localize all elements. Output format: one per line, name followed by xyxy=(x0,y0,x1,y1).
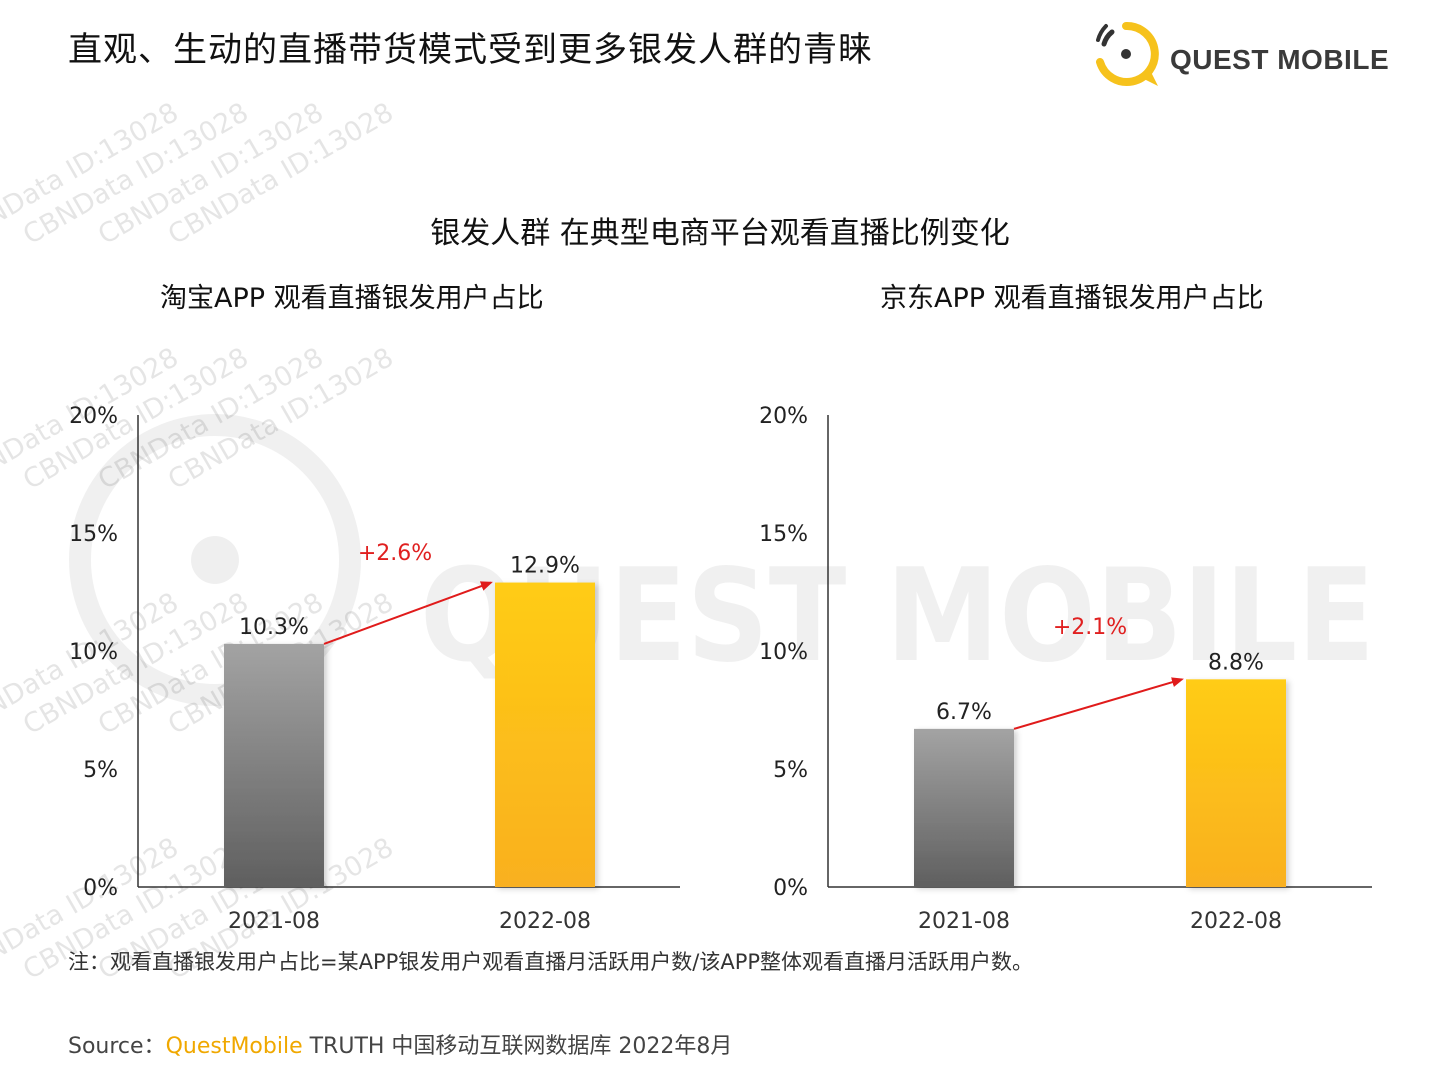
bar-2021-08 xyxy=(224,643,324,887)
source-line: Source：QuestMobile TRUTH 中国移动互联网数据库 2022… xyxy=(68,1028,732,1060)
growth-delta-label: +2.1% xyxy=(1053,615,1127,640)
y-tick-label: 15% xyxy=(759,522,808,547)
source-brand: QuestMobile xyxy=(165,1034,303,1059)
bar-2022-08 xyxy=(1186,679,1286,887)
x-tick-label: 2022-08 xyxy=(499,909,591,934)
y-tick-label: 20% xyxy=(69,404,118,429)
x-tick-label: 2021-08 xyxy=(228,909,320,934)
y-tick-label: 15% xyxy=(69,522,118,547)
bar-value-label: 6.7% xyxy=(936,700,992,725)
y-tick-label: 20% xyxy=(759,404,808,429)
growth-arrow xyxy=(323,581,493,645)
bar-2022-08 xyxy=(495,582,595,887)
jd-chart-title: 京东APP 观看直播银发用户占比 xyxy=(880,283,1264,314)
page-title: 直观、生动的直播带货模式受到更多银发人群的青睐 xyxy=(68,30,873,70)
x-tick-label: 2021-08 xyxy=(918,909,1010,934)
x-tick-label: 2022-08 xyxy=(1190,909,1282,934)
growth-delta-label: +2.6% xyxy=(358,541,432,566)
bar-2021-08 xyxy=(914,728,1014,887)
bar-value-label: 10.3% xyxy=(239,615,309,640)
questmobile-logo: QUEST MOBILE xyxy=(1090,18,1389,90)
taobao-chart-title: 淘宝APP 观看直播银发用户占比 xyxy=(160,283,544,314)
logo-text: QUEST MOBILE xyxy=(1170,44,1390,75)
growth-arrow xyxy=(1013,677,1184,730)
bar-value-label: 12.9% xyxy=(510,554,580,579)
y-tick-label: 10% xyxy=(69,640,118,665)
source-rest: TRUTH 中国移动互联网数据库 2022年8月 xyxy=(302,1034,733,1059)
bar-value-label: 8.8% xyxy=(1208,650,1264,675)
y-tick-label: 0% xyxy=(83,876,118,901)
y-tick-label: 5% xyxy=(83,758,118,783)
y-tick-label: 5% xyxy=(773,758,808,783)
source-prefix: Source： xyxy=(68,1034,166,1059)
y-tick-label: 10% xyxy=(759,640,808,665)
footnote: 注：观看直播银发用户占比=某APP银发用户观看直播月活跃用户数/该APP整体观看… xyxy=(68,950,1034,974)
main-chart-title: 银发人群 在典型电商平台观看直播比例变化 xyxy=(430,216,1010,251)
logo-mark-icon xyxy=(1096,21,1159,86)
y-tick-label: 0% xyxy=(773,876,808,901)
